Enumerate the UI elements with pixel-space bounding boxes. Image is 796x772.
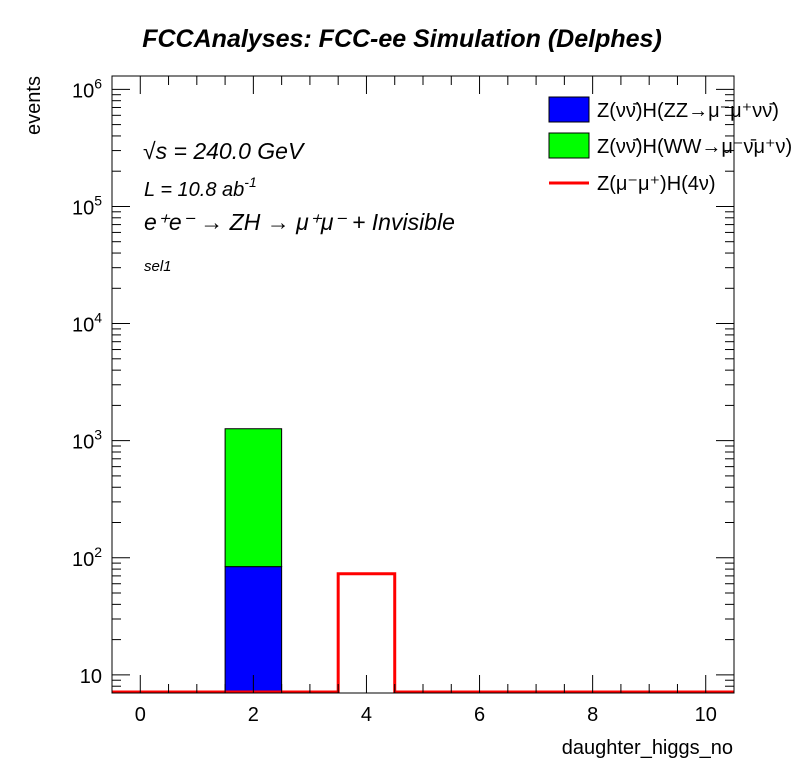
luminosity-annotation: L = 10.8 ab-1	[144, 174, 257, 201]
legend: Z(νν̄)H(ZZ→μ⁻μ⁺νν̄) Z(νν̄)H(WW→μ⁻ν̄μ⁺ν) …	[548, 96, 792, 195]
chart-title: FCCAnalyses: FCC-ee Simulation (Delphes)	[142, 25, 662, 53]
legend-label-zz: Z(νν̄)H(ZZ→μ⁻μ⁺νν̄)	[597, 100, 779, 122]
bar-series-0-bin-0	[224, 566, 283, 694]
legend-swatch-ww	[548, 132, 590, 159]
x-tick-label: 0	[135, 704, 146, 726]
plot-frame	[111, 75, 735, 694]
bar-series-1-bin-0	[224, 428, 283, 568]
y-tick-label: 102	[72, 544, 102, 571]
x-tick-label: 6	[474, 704, 485, 726]
y-tick-label: 103	[72, 427, 102, 454]
legend-label-ww: Z(νν̄)H(WW→μ⁻ν̄μ⁺ν)	[597, 136, 792, 158]
x-tick-label: 10	[695, 704, 717, 726]
histogram-lines	[112, 572, 734, 694]
x-tick-label: 8	[587, 704, 598, 726]
y-axis-label: events	[23, 76, 45, 135]
x-axis-label: daughter_higgs_no	[562, 737, 733, 759]
x-tick-label: 4	[361, 704, 372, 726]
x-axis-ticks: 0 2 4 6 8 10	[111, 76, 735, 726]
legend-swatch-zz	[548, 96, 590, 123]
y-tick-label: 105	[72, 192, 102, 219]
y-axis-ticks: 10 102 103 104 105 106	[72, 75, 734, 694]
x-tick-label: 2	[248, 704, 259, 726]
y-tick-label: 106	[72, 75, 102, 102]
selection-annotation: sel1	[144, 258, 172, 275]
legend-label-4nu: Z(μ⁻μ⁺)H(4ν)	[597, 173, 716, 195]
annotations: √s = 240.0 GeV L = 10.8 ab-1 e⁺e⁻ → ZH →…	[143, 138, 455, 275]
histogram-bars	[224, 428, 283, 694]
y-tick-label: 104	[72, 310, 102, 337]
process-annotation: e⁺e⁻ → ZH → μ⁺μ⁻ + Invisible	[144, 209, 455, 235]
sqrt-s-annotation: √s = 240.0 GeV	[143, 138, 306, 164]
line-series-2	[112, 572, 734, 694]
y-tick-label: 10	[80, 666, 102, 688]
